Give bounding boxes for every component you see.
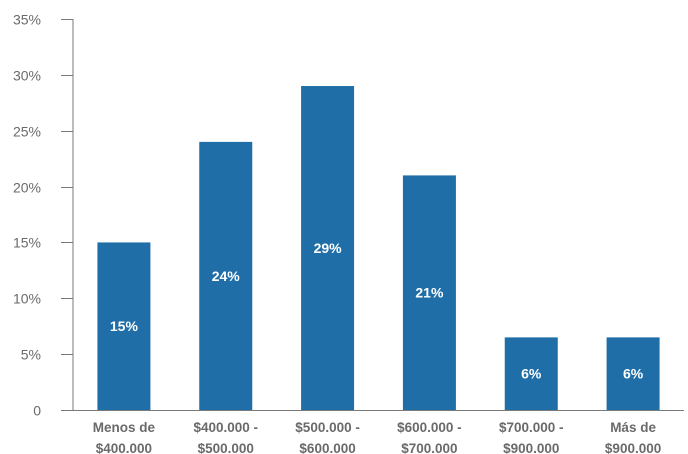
bar <box>97 242 151 410</box>
x-category-label: $600.000 <box>299 441 355 454</box>
bar-data-label: 24% <box>212 268 241 284</box>
y-tick-label: 5% <box>21 347 41 363</box>
x-category-label: $400.000 <box>96 441 152 454</box>
bar <box>199 141 253 410</box>
x-axis: Menos de $400.000 $400.000 - $500.000 $500.0… <box>73 410 684 454</box>
y-tick-label: 15% <box>13 235 41 251</box>
x-category-label: $900.000 <box>605 441 661 454</box>
bar-data-label: 15% <box>110 318 139 334</box>
y-tick-label: 0 <box>33 403 41 419</box>
bar <box>402 175 456 410</box>
data-labels: 15% 24% 29% 21% 6% 6% <box>110 240 644 382</box>
bar-data-label: 29% <box>314 240 343 256</box>
x-category-label: $600.000 - <box>397 420 462 435</box>
x-category-label: $900.000 <box>503 441 559 454</box>
bar-data-label: 6% <box>521 366 542 382</box>
bar-data-label: 21% <box>415 285 444 301</box>
bar <box>504 337 558 410</box>
y-tick-label: 10% <box>13 291 41 307</box>
x-category-label: $500.000 - <box>295 420 360 435</box>
x-category-label: $700.000 <box>401 441 457 454</box>
x-category-label: $700.000 - <box>499 420 564 435</box>
bar-data-label: 6% <box>623 366 644 382</box>
y-tick-label: 20% <box>13 180 41 196</box>
x-category-label: Menos de <box>93 420 156 435</box>
x-category-label: $400.000 - <box>193 420 258 435</box>
x-category-label: Más de <box>610 420 656 435</box>
y-axis: 0 5% 10% 15% 20% 25% 30% 35% <box>13 12 74 419</box>
y-tick-label: 25% <box>13 124 41 140</box>
bars <box>97 86 660 411</box>
y-tick-label: 35% <box>13 12 41 28</box>
bar <box>606 337 660 410</box>
y-tick-label: 30% <box>13 68 41 84</box>
x-category-label: $500.000 <box>198 441 254 454</box>
bar <box>301 86 355 411</box>
